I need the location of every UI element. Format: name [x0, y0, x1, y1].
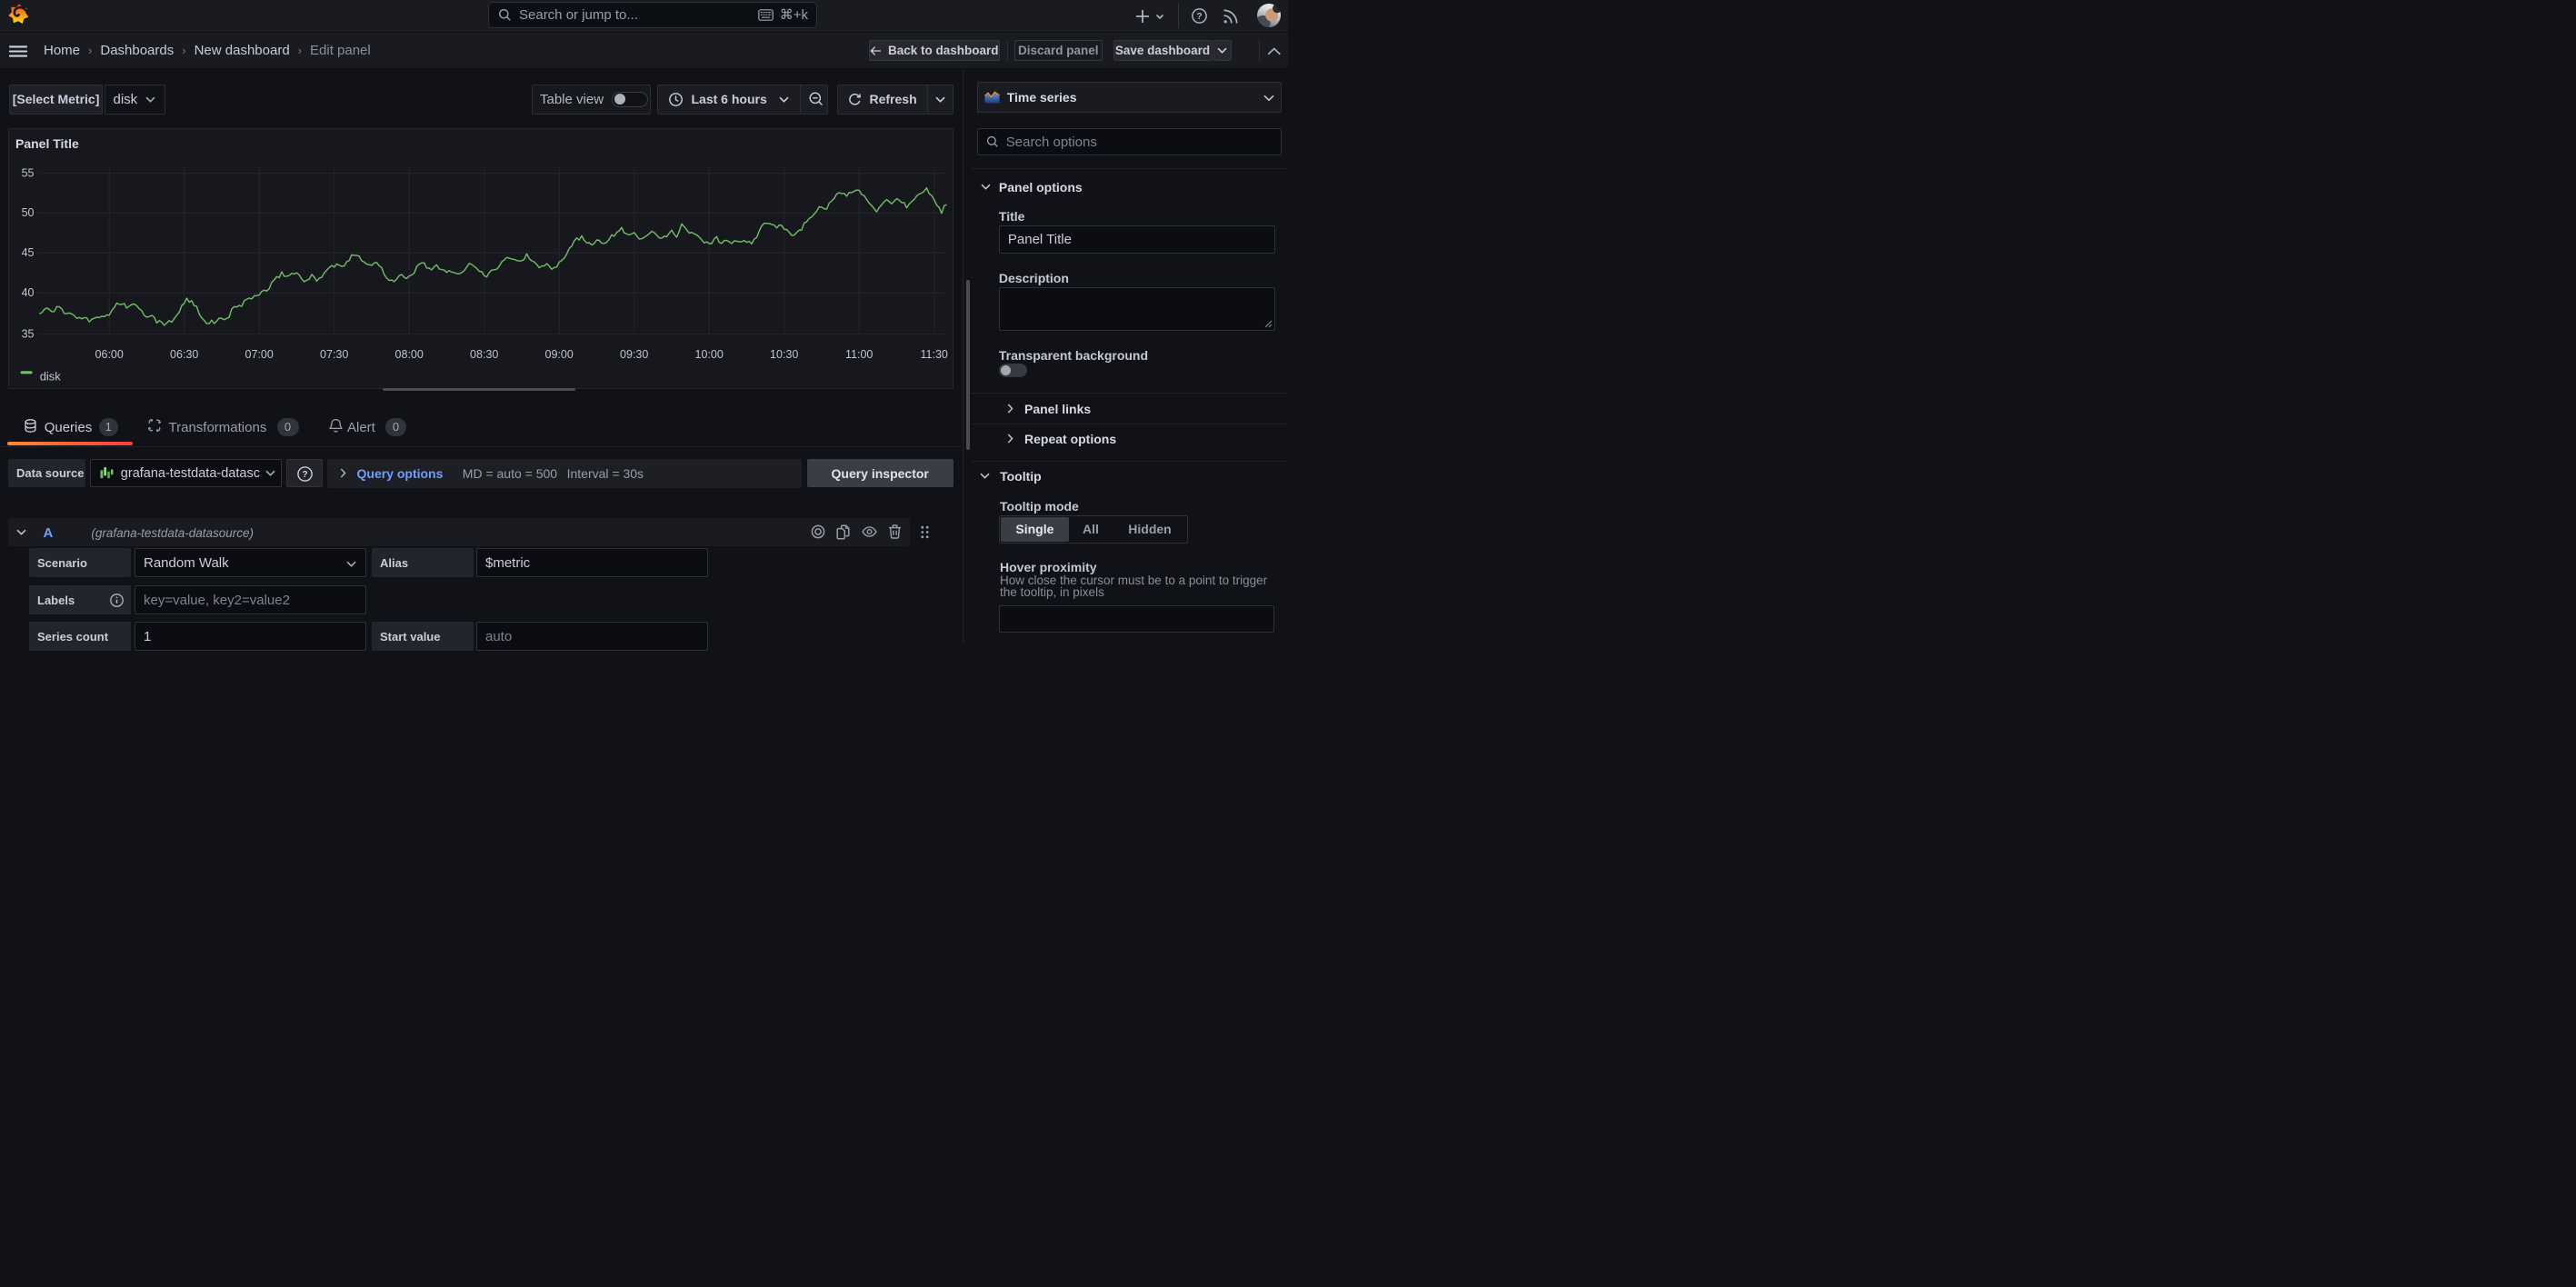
svg-text:45: 45	[22, 246, 35, 259]
svg-text:?: ?	[1196, 11, 1202, 22]
svg-text:07:00: 07:00	[245, 348, 274, 361]
svg-text:08:00: 08:00	[395, 348, 424, 361]
svg-text:07:30: 07:30	[320, 348, 348, 361]
svg-text:disk: disk	[40, 369, 62, 383]
svg-text:06:00: 06:00	[95, 348, 124, 361]
svg-text:10:00: 10:00	[695, 348, 724, 361]
svg-text:10:30: 10:30	[770, 348, 798, 361]
svg-text:09:30: 09:30	[620, 348, 648, 361]
svg-text:55: 55	[22, 166, 35, 179]
svg-text:40: 40	[22, 286, 35, 299]
svg-text:06:30: 06:30	[170, 348, 198, 361]
svg-text:11:30: 11:30	[921, 348, 948, 361]
svg-text:50: 50	[22, 206, 35, 219]
svg-text:35: 35	[22, 327, 35, 340]
svg-text:11:00: 11:00	[845, 348, 873, 361]
svg-text:09:00: 09:00	[545, 348, 574, 361]
svg-text:?: ?	[303, 469, 308, 480]
svg-text:08:30: 08:30	[470, 348, 498, 361]
